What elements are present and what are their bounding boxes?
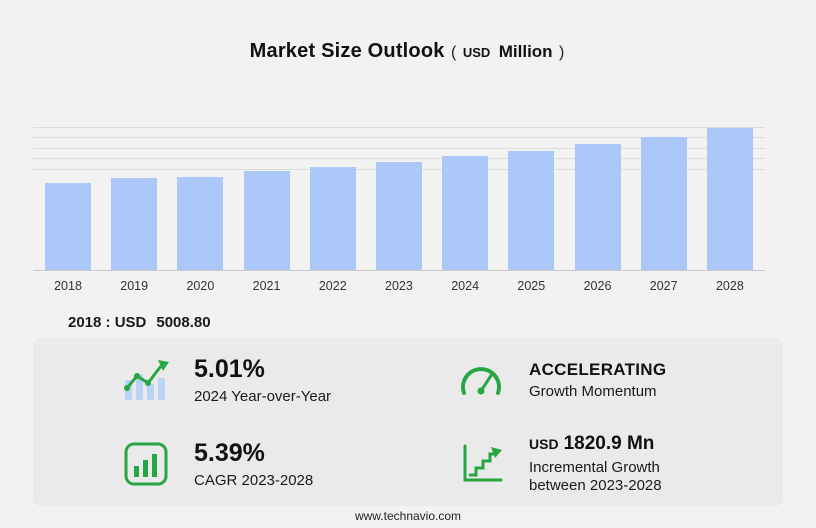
page-title: Market Size Outlook ( USD Million ) <box>0 40 816 63</box>
cagr-label: CAGR 2023-2028 <box>194 471 314 489</box>
momentum-title: ACCELERATING <box>529 359 667 379</box>
x-label-2024: 2024 <box>451 279 480 293</box>
incremental-label-line1: Incremental Growth <box>529 458 660 476</box>
base-year-value: 5008.80 <box>156 314 211 331</box>
yoy-label: 2024 Year-over-Year <box>194 387 332 405</box>
bar-2025 <box>508 150 555 270</box>
x-label-2023: 2023 <box>385 279 413 293</box>
cagr-chart-icon <box>118 441 174 487</box>
gridline <box>33 148 765 149</box>
bar-2027 <box>640 137 687 270</box>
x-label-2019: 2019 <box>120 279 149 293</box>
bar-2021 <box>243 170 290 270</box>
incremental-value-line: USD 1820.9 Mn <box>529 432 662 456</box>
title-main: Market Size Outlook <box>249 40 445 62</box>
bar-2023 <box>375 161 422 270</box>
bar-2018 <box>45 182 91 270</box>
x-label-2027: 2027 <box>649 279 678 293</box>
plot-area <box>33 120 765 271</box>
stat-momentum: ACCELERATING Growth Momentum <box>408 338 783 422</box>
bar-2028 <box>706 127 753 270</box>
website-url: www.technavio.com <box>354 509 462 523</box>
x-label-2018: 2018 <box>54 279 82 293</box>
stat-incremental: USD 1820.9 Mn Incremental Growth between … <box>408 422 783 506</box>
base-year-label: 2018 : USD <box>68 314 147 331</box>
bar-2026 <box>574 144 621 270</box>
stat-momentum-text: ACCELERATING Growth Momentum <box>529 359 666 402</box>
momentum-subtitle: Growth Momentum <box>529 382 657 400</box>
stat-yoy-text: 5.01% 2024 Year-over-Year <box>194 354 331 407</box>
title-unit: Million <box>498 42 553 61</box>
gridline <box>33 127 765 128</box>
gridline <box>33 158 765 159</box>
x-label-2020: 2020 <box>186 279 215 293</box>
x-label-2028: 2028 <box>715 279 744 293</box>
bar-2020 <box>177 176 224 270</box>
incremental-currency: USD <box>529 435 559 452</box>
stat-cagr: 5.39% CAGR 2023-2028 <box>33 422 408 506</box>
bar-2024 <box>442 156 489 270</box>
stats-panel: 5.01% 2024 Year-over-Year ACCELERATING G… <box>33 338 783 506</box>
base-year-callout: 2018 : USD 5008.80 <box>68 314 211 331</box>
title-currency: USD <box>462 45 491 60</box>
stat-yoy: 5.01% 2024 Year-over-Year <box>33 338 408 422</box>
bar-2022 <box>309 166 356 270</box>
stat-incremental-text: USD 1820.9 Mn Incremental Growth between … <box>529 432 662 496</box>
x-label-2025: 2025 <box>517 279 546 293</box>
x-label-2022: 2022 <box>318 279 347 293</box>
x-axis-labels: 2018 2019 2020 2021 2022 2023 2024 2025 2026 2027… <box>45 279 753 293</box>
title-open-paren: ( <box>451 44 457 61</box>
incremental-growth-icon <box>453 442 509 486</box>
speedometer-icon <box>453 359 509 401</box>
x-label-2026: 2026 <box>583 279 612 293</box>
yoy-value: 5.01% <box>194 354 265 383</box>
gridline <box>33 137 765 138</box>
x-label-2021: 2021 <box>252 279 281 293</box>
incremental-amount: 1820.9 Mn <box>563 432 655 454</box>
market-size-bar-chart: 2018 2019 2020 2021 2022 2023 2024 2025 2026 2027… <box>33 120 765 293</box>
cagr-value: 5.39% <box>194 438 265 467</box>
bar-2019 <box>111 177 158 270</box>
incremental-label-line2: between 2023-2028 <box>529 477 662 495</box>
bar-series <box>45 127 753 270</box>
stat-cagr-text: 5.39% CAGR 2023-2028 <box>194 438 313 491</box>
title-close-paren: ) <box>559 44 565 61</box>
growth-trend-bars-icon <box>118 357 174 403</box>
